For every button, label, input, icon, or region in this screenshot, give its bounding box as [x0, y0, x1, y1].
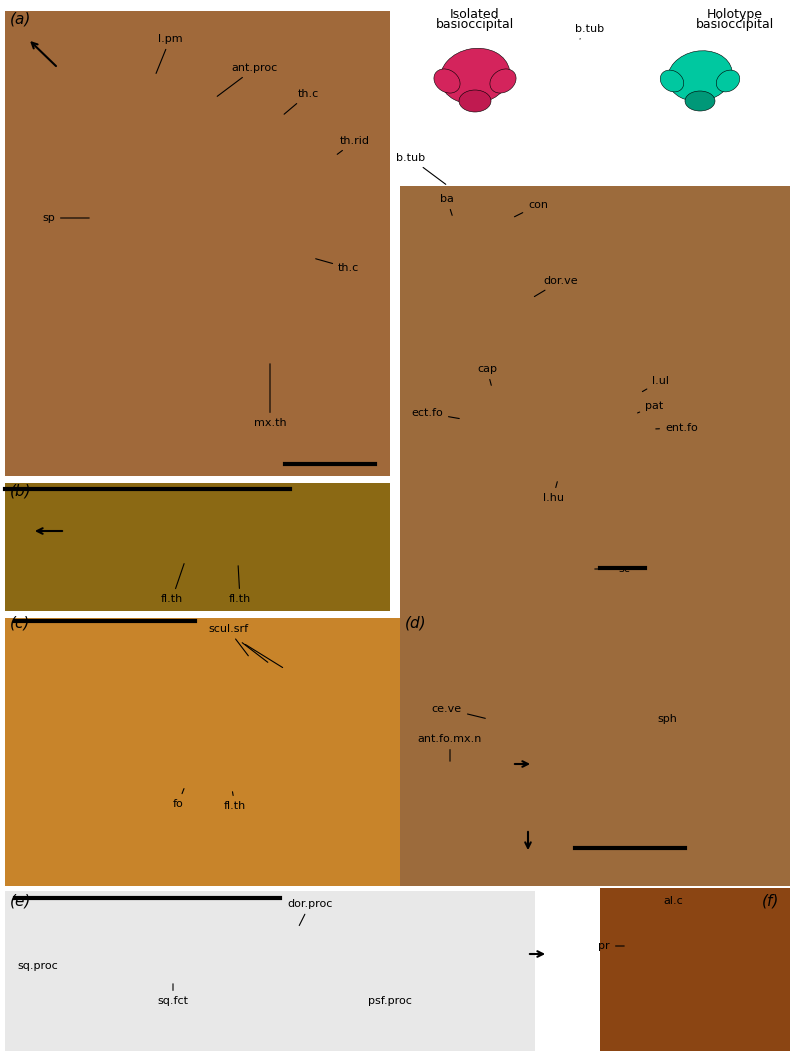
- Bar: [400, 6, 790, 186]
- Bar: [5, 618, 535, 886]
- Text: con: con: [514, 201, 548, 216]
- Text: ant.proc: ant.proc: [217, 63, 278, 97]
- Bar: [400, 186, 790, 886]
- Text: fl.th: fl.th: [161, 563, 184, 604]
- Text: fo: fo: [173, 788, 184, 808]
- Text: psf.proc: psf.proc: [368, 996, 412, 1006]
- Text: pr: pr: [599, 941, 624, 951]
- Ellipse shape: [716, 70, 739, 92]
- Text: th.c: th.c: [316, 259, 359, 273]
- Text: b.tub: b.tub: [396, 153, 446, 185]
- Text: (a): (a): [10, 11, 31, 27]
- Text: l.ul: l.ul: [642, 376, 669, 392]
- Text: al.c: al.c: [663, 895, 683, 906]
- Text: dor.ve: dor.ve: [534, 276, 578, 297]
- Text: cap: cap: [477, 364, 497, 385]
- Ellipse shape: [668, 51, 732, 101]
- Text: ent.fo: ent.fo: [656, 423, 698, 433]
- Text: b.tub: b.tub: [576, 24, 605, 39]
- Text: sph: sph: [657, 714, 677, 724]
- Ellipse shape: [660, 70, 684, 92]
- Bar: [5, 483, 390, 611]
- Bar: [600, 888, 790, 1051]
- Bar: [5, 11, 390, 476]
- Text: (c): (c): [10, 616, 30, 631]
- Text: (d): (d): [405, 616, 427, 631]
- Text: l.hu: l.hu: [543, 482, 564, 503]
- Text: mx.th: mx.th: [254, 364, 287, 428]
- Text: th.rid: th.rid: [338, 136, 370, 154]
- Text: ant.fo.mx.n: ant.fo.mx.n: [418, 734, 482, 761]
- Ellipse shape: [459, 90, 491, 112]
- Text: ect.fo: ect.fo: [412, 408, 459, 418]
- Ellipse shape: [685, 91, 715, 111]
- Ellipse shape: [490, 69, 516, 93]
- Text: (f): (f): [762, 893, 779, 908]
- Text: (e): (e): [10, 893, 31, 908]
- Text: ce.ve: ce.ve: [432, 705, 486, 718]
- Text: sq.fct: sq.fct: [158, 984, 189, 1006]
- Text: sc: sc: [595, 564, 630, 574]
- Ellipse shape: [440, 48, 509, 104]
- Text: basioccipital: basioccipital: [696, 18, 775, 31]
- Text: dor.proc: dor.proc: [287, 899, 333, 925]
- Text: scul.srf: scul.srf: [208, 624, 248, 656]
- Text: fl.th: fl.th: [229, 566, 251, 604]
- Text: sq.proc: sq.proc: [17, 961, 58, 971]
- Text: fl.th: fl.th: [224, 792, 246, 811]
- Text: pat: pat: [638, 401, 663, 413]
- Text: sp: sp: [42, 213, 89, 223]
- Text: l.pm: l.pm: [156, 34, 182, 73]
- Text: th.c: th.c: [284, 89, 318, 115]
- Text: Isolated: Isolated: [451, 8, 500, 21]
- Text: (b): (b): [10, 483, 32, 498]
- Text: ba: ba: [440, 194, 454, 215]
- Text: Holotype: Holotype: [707, 8, 763, 21]
- Bar: [5, 891, 535, 1051]
- Ellipse shape: [434, 69, 460, 93]
- Text: basioccipital: basioccipital: [436, 18, 514, 31]
